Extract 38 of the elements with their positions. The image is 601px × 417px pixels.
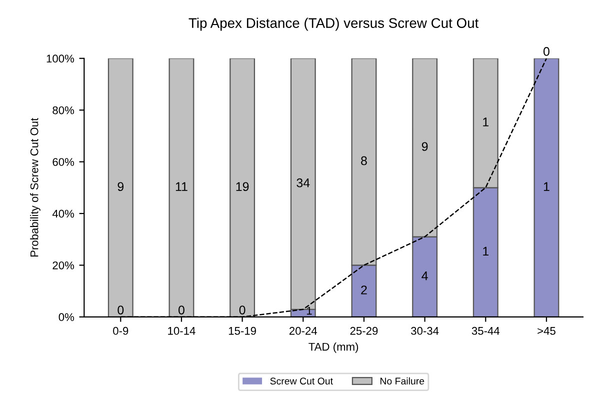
legend-label: Screw Cut Out [270, 378, 333, 385]
y-tick-label: 20% [52, 261, 74, 270]
x-tick-label: 35-44 [472, 326, 500, 335]
annotation: 8 [361, 156, 367, 166]
x-tick-label: >45 [538, 327, 556, 335]
annotation: 1 [483, 118, 489, 126]
x-tick-label: 10-14 [168, 326, 196, 335]
legend-label: No Failure [380, 377, 424, 385]
x-tick-label: 30-34 [411, 326, 439, 335]
bar [108, 58, 134, 317]
text: 0 [543, 47, 550, 56]
x-tick-label: 20-24 [289, 326, 318, 335]
annotation: 0 [118, 306, 124, 314]
bar [230, 58, 256, 317]
x-tick-label: 25-29 [350, 326, 378, 335]
x-axis-title: TAD (mm) [308, 342, 358, 353]
annotation: 2 [361, 286, 367, 294]
annotation: 9 [422, 142, 428, 151]
annotation: 0 [178, 306, 184, 314]
y-tick-label: 100% [46, 54, 74, 63]
annotation: 1 [544, 182, 550, 191]
x-tick-label: 15-19 [228, 326, 256, 335]
annotation: 34 [296, 178, 310, 188]
annotation: 11 [176, 182, 188, 191]
annotation: 19 [236, 182, 249, 192]
bar [168, 58, 194, 317]
bar [534, 58, 560, 317]
annotation: 1 [483, 246, 489, 256]
y-tick-label: 0% [58, 313, 74, 322]
y-tick-label: 80% [52, 106, 74, 114]
y-tick-label: 60% [52, 158, 74, 166]
x-tick-label: 0-9 [113, 326, 128, 335]
annotation: 9 [118, 182, 124, 192]
y-axis-title: Probability of Screw Cut Out [30, 118, 40, 257]
y-tick-label: 40% [52, 210, 74, 218]
annotation: 4 [422, 271, 428, 280]
annotation: 0 [239, 306, 246, 314]
chart-title: Tip Apex Distance (TAD) versus Screw Cut Out [188, 18, 479, 31]
